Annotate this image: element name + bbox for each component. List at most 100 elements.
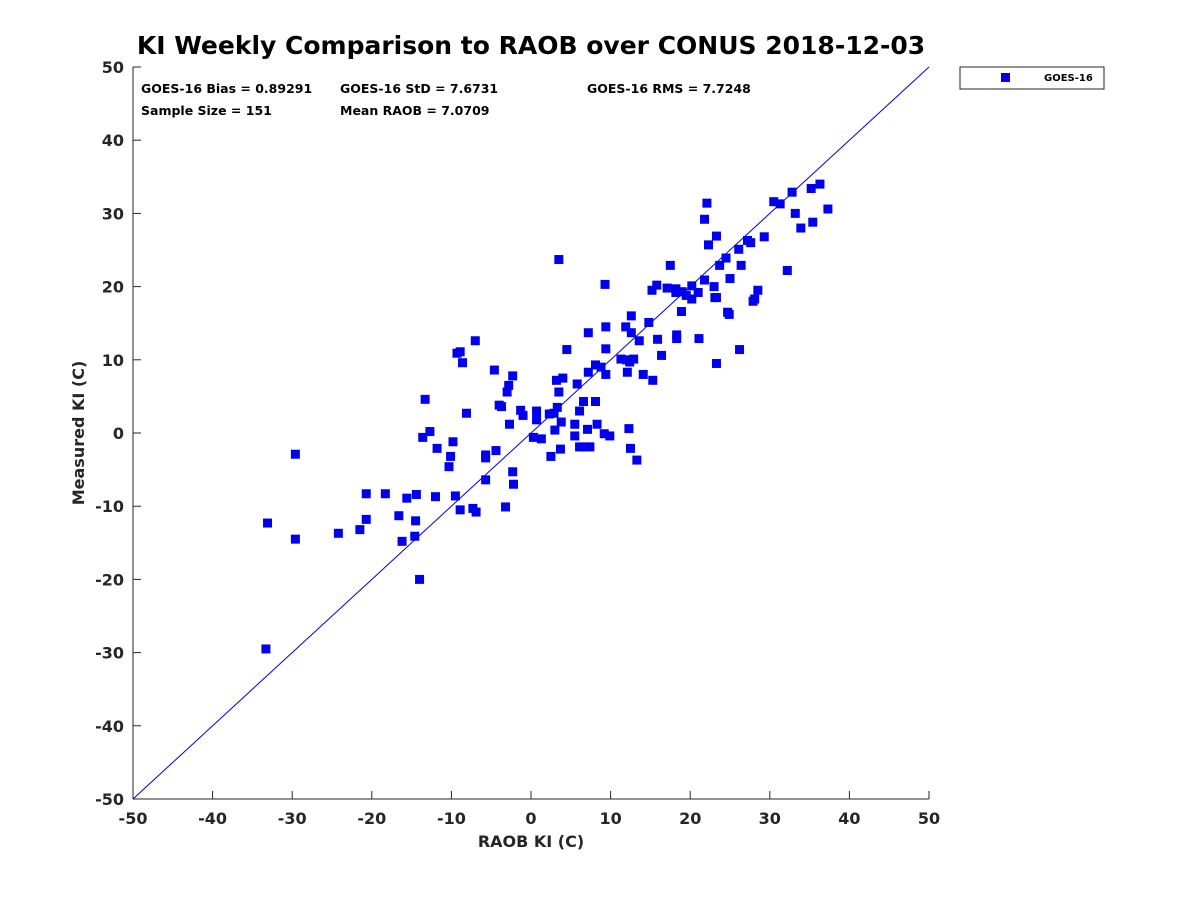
- data-point: [652, 280, 662, 290]
- x-tick-label: 50: [918, 809, 940, 828]
- data-point: [644, 317, 654, 327]
- data-point: [787, 187, 797, 197]
- data-point: [823, 204, 833, 214]
- data-point: [455, 505, 465, 515]
- data-point: [555, 444, 565, 454]
- chart-title: KI Weekly Comparison to RAOB over CONUS …: [137, 31, 925, 60]
- data-point: [616, 354, 626, 364]
- data-point: [570, 419, 580, 429]
- stat-rms: GOES-16 RMS = 7.7248: [587, 81, 751, 96]
- data-point: [592, 419, 602, 429]
- data-markers: [261, 179, 833, 654]
- data-point: [796, 223, 806, 233]
- data-point: [601, 344, 611, 354]
- y-tick-label: -40: [95, 717, 124, 736]
- data-point: [572, 379, 582, 389]
- y-tick-label: 50: [102, 58, 124, 77]
- data-point: [450, 491, 460, 501]
- data-point: [411, 489, 421, 499]
- data-point: [600, 279, 610, 289]
- y-axis-label: Measured KI (C): [69, 361, 88, 506]
- data-point: [648, 375, 658, 385]
- stat-mean-raob: Mean RAOB = 7.0709: [340, 103, 489, 118]
- data-point: [410, 531, 420, 541]
- y-tick-label: -20: [95, 570, 124, 589]
- data-point: [700, 214, 710, 224]
- data-point: [750, 294, 760, 304]
- data-point: [790, 208, 800, 218]
- y-tick-label: -50: [95, 790, 124, 809]
- x-tick-label: -50: [119, 809, 148, 828]
- data-point: [709, 282, 719, 292]
- data-point: [634, 336, 644, 346]
- data-point: [462, 408, 472, 418]
- x-tick-label: 0: [525, 809, 536, 828]
- x-tick-label: -40: [198, 809, 227, 828]
- data-point: [621, 322, 631, 332]
- data-point: [721, 253, 731, 263]
- data-point: [505, 419, 515, 429]
- y-tick-label: 0: [113, 424, 124, 443]
- data-point: [579, 397, 589, 407]
- data-point: [596, 362, 606, 372]
- data-point: [502, 387, 512, 397]
- data-point: [544, 409, 554, 419]
- data-point: [711, 358, 721, 368]
- legend-label: GOES-16: [1044, 73, 1093, 84]
- y-tick-label: -10: [95, 497, 124, 516]
- data-point: [583, 367, 593, 377]
- y-tick-label: 40: [102, 131, 124, 150]
- data-point: [676, 306, 686, 316]
- data-point: [702, 198, 712, 208]
- y-tick-label: 20: [102, 278, 124, 297]
- legend: GOES-16: [959, 66, 1105, 90]
- x-tick-label: -20: [357, 809, 386, 828]
- data-point: [458, 358, 468, 368]
- data-point: [590, 397, 600, 407]
- data-point: [418, 432, 428, 442]
- data-point: [736, 260, 746, 270]
- x-tick-label: 20: [679, 809, 701, 828]
- data-point: [470, 336, 480, 346]
- stat-bias: GOES-16 Bias = 0.89291: [141, 81, 312, 96]
- data-point: [704, 240, 714, 250]
- data-point: [432, 443, 442, 453]
- data-point: [725, 274, 735, 284]
- x-tick-label: -30: [278, 809, 307, 828]
- data-point: [700, 275, 710, 285]
- data-point: [626, 328, 636, 338]
- x-tick-label: 40: [838, 809, 860, 828]
- x-tick-label: -10: [437, 809, 466, 828]
- x-tick-label: 10: [599, 809, 621, 828]
- data-point: [769, 197, 779, 207]
- data-point: [489, 365, 499, 375]
- data-point: [629, 354, 639, 364]
- data-point: [508, 479, 518, 489]
- data-point: [536, 434, 546, 444]
- y-axis-ticks: -50 -40 -30 -20 -10 0 10 20 30 40 50: [95, 58, 141, 809]
- data-point: [290, 449, 300, 459]
- data-point: [590, 360, 600, 370]
- data-point: [711, 293, 721, 303]
- data-point: [501, 502, 511, 512]
- data-point: [504, 380, 514, 390]
- data-point: [665, 260, 675, 270]
- data-point: [585, 442, 595, 452]
- data-point: [647, 285, 657, 295]
- data-point: [687, 281, 697, 291]
- data-point: [681, 290, 691, 300]
- data-point: [626, 311, 636, 321]
- data-point: [420, 394, 430, 404]
- data-point: [411, 516, 421, 526]
- y-tick-label: 30: [102, 204, 124, 223]
- data-point: [415, 574, 425, 584]
- data-point: [380, 489, 390, 499]
- data-point: [575, 442, 585, 452]
- data-point: [425, 427, 435, 437]
- data-point: [497, 402, 507, 412]
- data-point: [782, 266, 792, 275]
- data-point: [518, 410, 528, 420]
- data-point: [662, 283, 672, 293]
- data-point: [734, 244, 744, 254]
